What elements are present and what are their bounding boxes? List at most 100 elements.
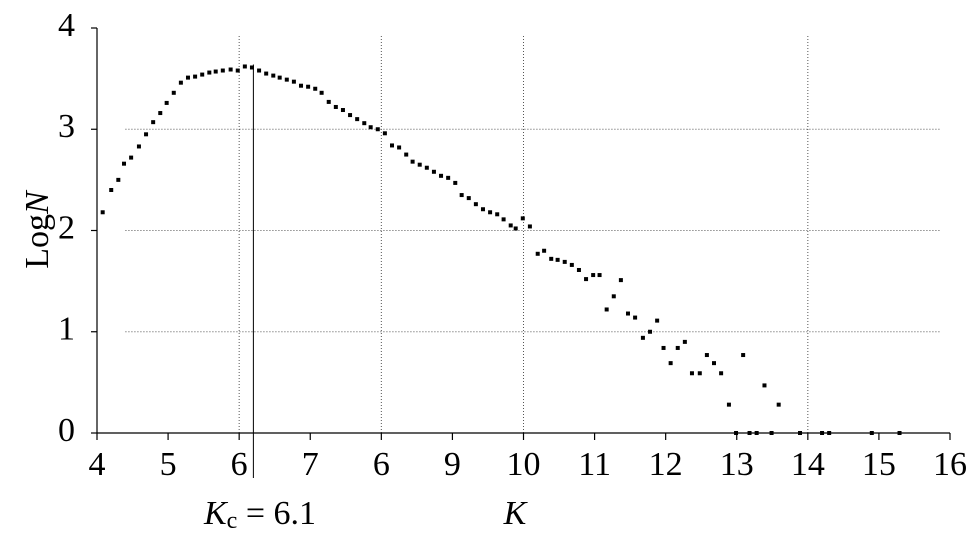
x-tick-label: 4 (89, 446, 106, 483)
y-tick-label: 3 (58, 108, 75, 145)
point (439, 173, 444, 178)
point (798, 431, 803, 435)
point (178, 80, 183, 85)
y-label-text: Log (19, 214, 56, 269)
point (473, 202, 478, 207)
point (625, 311, 630, 316)
point (375, 127, 380, 132)
point (668, 361, 673, 366)
point (129, 155, 134, 160)
kc-k: K (203, 495, 229, 532)
point (446, 175, 451, 180)
point (116, 177, 121, 182)
point (340, 108, 345, 113)
point (597, 273, 602, 278)
point (640, 335, 645, 340)
point (549, 256, 554, 261)
x-tick-label: 10 (507, 446, 541, 483)
point (584, 277, 589, 282)
point (508, 223, 513, 228)
point (655, 318, 660, 323)
point (459, 193, 464, 198)
x-tick-label: 15 (862, 446, 896, 483)
point (488, 210, 493, 215)
y-label-italic: N (19, 189, 56, 215)
x-tick-label: 6 (373, 446, 390, 483)
point (326, 99, 331, 104)
point (712, 361, 717, 366)
point (501, 217, 506, 222)
point (213, 69, 218, 74)
point (249, 65, 254, 70)
point (769, 431, 774, 435)
point (661, 345, 666, 350)
x-tick-label: 16 (933, 446, 967, 483)
x-tick-label: 7 (302, 446, 319, 483)
point (611, 294, 616, 299)
point (242, 64, 247, 69)
x-tick-label: 5 (160, 446, 177, 483)
x-tick-label: 13 (720, 446, 754, 483)
point (319, 90, 324, 95)
point (562, 259, 567, 264)
x-tick-label: 11 (578, 446, 611, 483)
point (776, 402, 781, 407)
kc-annotation: Kc = 6.1 (203, 495, 316, 534)
point (827, 431, 832, 435)
point (306, 84, 311, 89)
point (480, 207, 485, 212)
point (719, 371, 724, 376)
point (431, 169, 436, 174)
point (171, 90, 176, 95)
point (453, 180, 458, 185)
point (747, 431, 752, 435)
point (495, 212, 500, 217)
point (389, 143, 394, 148)
point (228, 67, 233, 72)
y-tick-label: 1 (58, 311, 75, 348)
point (284, 77, 289, 82)
kc-sub: c (227, 508, 238, 534)
point (382, 131, 387, 136)
point (513, 226, 518, 231)
point (122, 161, 127, 166)
y-tick-label: 0 (58, 412, 75, 449)
point (555, 257, 560, 262)
point (235, 68, 240, 73)
point (820, 431, 825, 435)
y-tick-label: 4 (58, 7, 75, 44)
point (741, 353, 746, 358)
point (158, 111, 163, 116)
point (109, 188, 114, 192)
point (136, 144, 141, 149)
point (576, 267, 581, 272)
point (704, 353, 709, 358)
point (144, 132, 149, 137)
point (348, 113, 353, 118)
kc-rest: = 6.1 (237, 495, 316, 532)
point (164, 100, 169, 105)
point (897, 431, 902, 435)
point (397, 145, 402, 150)
point (754, 431, 759, 435)
point (527, 224, 532, 229)
point (368, 125, 373, 130)
x-tick-label: 9 (444, 446, 461, 483)
point (362, 121, 367, 126)
point (333, 104, 338, 109)
point (404, 152, 409, 157)
point (520, 216, 525, 221)
point (675, 345, 680, 350)
point (869, 431, 874, 435)
point (466, 196, 471, 201)
point (100, 210, 105, 215)
point (697, 371, 702, 376)
point (618, 278, 623, 283)
point (726, 402, 731, 407)
x-tick-label: 6 (231, 446, 248, 483)
point (313, 86, 318, 91)
point (193, 74, 198, 79)
point (220, 68, 225, 73)
x-tick-label: 14 (791, 446, 825, 483)
point (151, 120, 156, 125)
